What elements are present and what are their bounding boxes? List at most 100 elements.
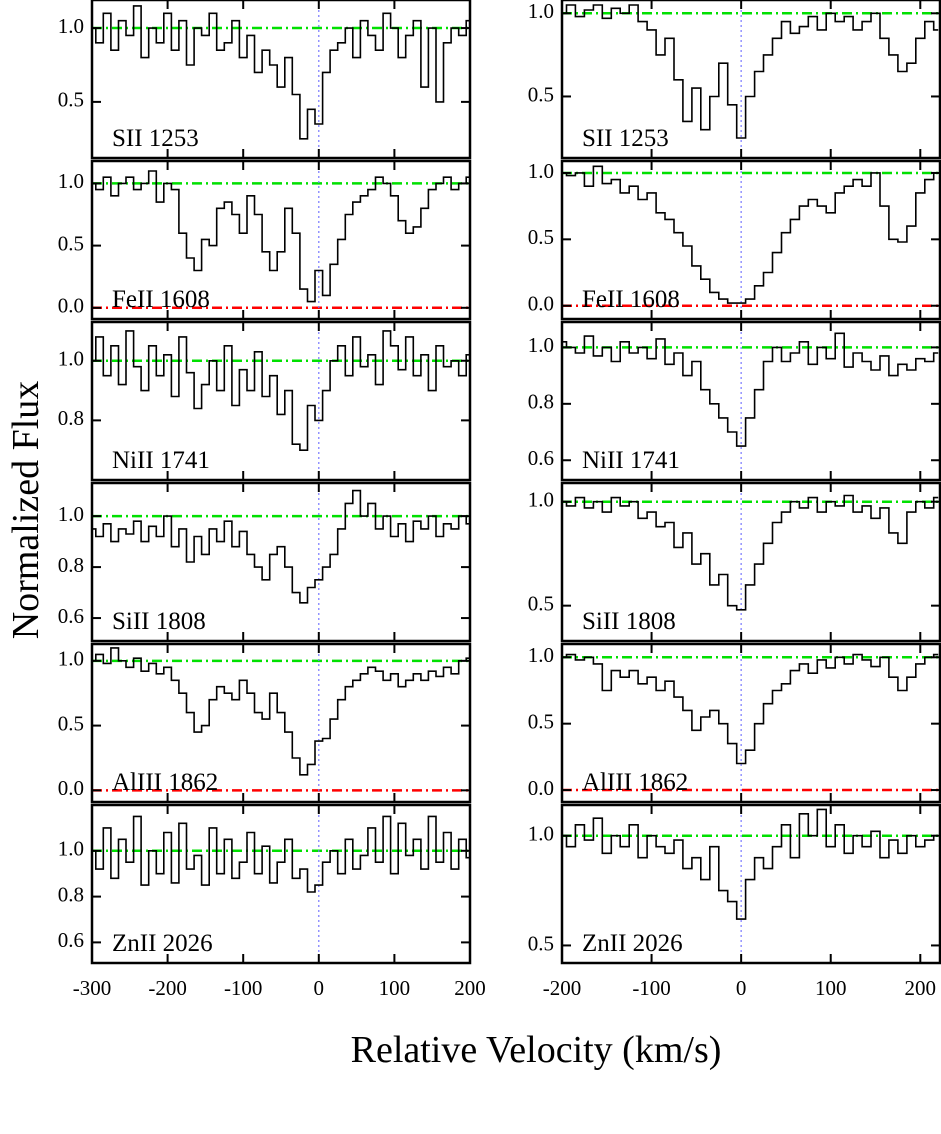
plot-area	[92, 0, 470, 158]
plot-area	[562, 322, 940, 480]
y-tick-label: 0.5	[528, 225, 554, 249]
panel: 0.0 0.5 1.0 AlIII 1862	[528, 642, 941, 804]
panel-label: SiII 1808	[582, 608, 676, 635]
panel: 0.5 1.0 SII 1253	[528, 0, 941, 160]
panel-label: AlIII 1862	[582, 769, 688, 796]
y-tick-label: 0.8	[528, 390, 554, 414]
plot-area	[562, 644, 940, 802]
x-tick-label: -100	[224, 976, 263, 1000]
panel-label: NiII 1741	[112, 447, 210, 474]
spectrum-line	[92, 489, 470, 604]
plot-area	[562, 483, 940, 641]
x-tick-label: 0	[314, 976, 325, 1000]
y-tick-label: 0.0	[528, 776, 554, 800]
panel: 0.5 1.0 SiII 1808	[528, 481, 941, 643]
y-tick-label: 0.5	[528, 709, 554, 733]
y-tick-label: 0.5	[528, 82, 554, 106]
y-tick-label: 0.5	[528, 931, 554, 955]
y-tick-label: 1.0	[528, 0, 554, 23]
spectrum-line	[562, 4, 939, 139]
spectrum-line	[92, 330, 470, 451]
spectrum-line	[562, 332, 939, 447]
y-tick-label: 0.0	[528, 292, 554, 316]
panel-label: ZnII 2026	[582, 930, 683, 957]
y-tick-label: 0.6	[528, 446, 554, 470]
panel: 0.5 1.0 -200 -100 0 100 200 ZnII 2026	[528, 803, 941, 1000]
panel: 0.5 1.0 SII 1253	[58, 0, 472, 160]
y-tick-label: 0.6	[58, 928, 84, 952]
panel: 0.6 0.8 1.0 SiII 1808	[58, 481, 472, 643]
panel-frame	[560, 803, 941, 965]
panel-label: FeII 1608	[582, 286, 680, 313]
panel: 0.0 0.5 1.0 FeII 1608	[58, 159, 472, 321]
plot-area	[92, 322, 470, 480]
x-tick-label: 100	[815, 976, 847, 1000]
spectrum-line	[92, 815, 470, 893]
x-tick-label: -300	[73, 976, 112, 1000]
plot-area	[92, 161, 470, 319]
y-tick-label: 1.0	[58, 169, 84, 193]
plot-area	[562, 0, 940, 158]
x-tick-label: -200	[543, 976, 582, 1000]
panel: 0.0 0.5 1.0 AlIII 1862	[58, 642, 472, 804]
x-tick-label: 0	[736, 976, 747, 1000]
panel-frame	[90, 159, 472, 321]
y-tick-label: 1.0	[528, 822, 554, 846]
panel-label: ZnII 2026	[112, 930, 213, 957]
plot-area	[562, 805, 940, 963]
y-axis-title: Normalized Flux	[5, 381, 47, 640]
y-tick-label: 1.0	[58, 502, 84, 526]
y-tick-label: 0.5	[528, 591, 554, 615]
plot-area	[92, 805, 470, 963]
spectrum-line	[562, 494, 939, 611]
y-tick-label: 1.0	[528, 643, 554, 667]
y-tick-label: 0.8	[58, 882, 84, 906]
spectrum-line	[92, 5, 470, 140]
y-tick-label: 1.0	[58, 347, 84, 371]
panel: 0.8 1.0 NiII 1741	[58, 320, 472, 482]
panel: 0.6 0.8 1.0 NiII 1741	[528, 320, 941, 482]
spectrum-line	[562, 653, 939, 765]
spectrum-line	[92, 647, 470, 776]
spectrum-line	[562, 165, 939, 304]
y-tick-label: 1.0	[58, 837, 84, 861]
y-tick-label: 1.0	[528, 333, 554, 357]
panel-label: SiII 1808	[112, 608, 206, 635]
panel-frame	[90, 320, 472, 482]
y-tick-label: 0.5	[58, 231, 84, 255]
x-axis-title: Relative Velocity (km/s)	[351, 1029, 722, 1071]
panel: 0.6 0.8 1.0 -300 -200 -100 0 100 200 ZnII 2026	[58, 803, 486, 1000]
y-tick-label: 0.6	[58, 604, 84, 628]
x-tick-label: 100	[379, 976, 411, 1000]
plot-area	[92, 483, 470, 641]
y-tick-label: 1.0	[58, 647, 84, 671]
panel-label: AlIII 1862	[112, 769, 218, 796]
x-tick-label: 200	[905, 976, 937, 1000]
panel-label: NiII 1741	[582, 447, 680, 474]
y-tick-label: 0.8	[58, 553, 84, 577]
panel: 0.0 0.5 1.0 FeII 1608	[528, 159, 941, 321]
spectrum-line	[562, 808, 939, 920]
panel-label: SII 1253	[582, 125, 669, 152]
x-tick-label: -200	[148, 976, 187, 1000]
panel-frame	[90, 0, 472, 160]
panel-frame	[90, 642, 472, 804]
y-tick-label: 1.0	[58, 14, 84, 38]
panel-frame	[90, 803, 472, 965]
y-tick-label: 1.0	[528, 159, 554, 183]
plot-area	[562, 161, 940, 319]
y-tick-label: 1.0	[528, 488, 554, 512]
panel-label: SII 1253	[112, 125, 199, 152]
spectrum-line	[92, 170, 470, 303]
panel-frame	[560, 320, 941, 482]
y-tick-label: 0.8	[58, 406, 84, 430]
y-tick-label: 0.0	[58, 776, 84, 800]
y-tick-label: 0.0	[58, 294, 84, 318]
y-tick-label: 0.5	[58, 88, 84, 112]
panel-frame	[560, 481, 941, 643]
plot-area	[92, 644, 470, 802]
panel-frame	[90, 481, 472, 643]
y-tick-label: 0.5	[58, 711, 84, 735]
